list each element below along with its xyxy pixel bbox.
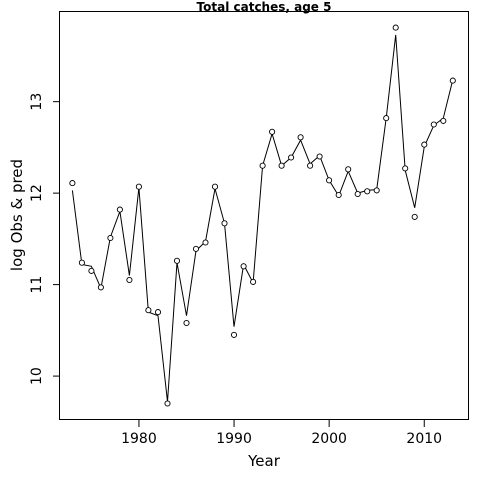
observed-series-points	[69, 24, 456, 407]
data-point	[126, 276, 133, 284]
data-point	[259, 162, 266, 169]
data-point	[392, 24, 399, 31]
data-point	[164, 400, 171, 407]
x-tick-label: 2010	[406, 431, 442, 447]
data-point	[88, 267, 95, 274]
data-point	[145, 307, 152, 314]
x-tick-label: 1990	[216, 431, 252, 447]
data-point	[316, 153, 323, 160]
x-axis: 1980 1990 2000 2010	[121, 420, 442, 447]
data-point	[335, 191, 342, 199]
data-point	[288, 154, 295, 161]
y-tick-label: 11	[29, 276, 45, 294]
x-tick-label: 2000	[311, 431, 347, 447]
data-point	[402, 165, 409, 172]
data-point	[269, 128, 276, 135]
y-tick-label: 13	[29, 93, 45, 111]
y-axis: 10 11 12 13	[29, 93, 60, 385]
plot-frame	[59, 11, 469, 420]
data-point	[278, 162, 285, 169]
data-point	[192, 245, 200, 252]
data-point	[383, 115, 390, 122]
data-point	[297, 134, 304, 141]
data-point	[354, 190, 361, 198]
data-point	[421, 141, 428, 148]
data-point	[183, 319, 190, 327]
chart-title: Total catches, age 5	[197, 0, 332, 14]
data-point	[307, 162, 314, 169]
data-point	[250, 278, 257, 285]
data-point	[230, 331, 238, 338]
data-point	[221, 220, 228, 227]
y-axis-label: log Obs & pred	[8, 159, 26, 271]
data-point	[97, 284, 104, 291]
x-axis-label: Year	[247, 452, 281, 470]
y-tick-label: 12	[29, 184, 45, 202]
y-tick-label: 10	[29, 367, 45, 385]
data-point	[211, 183, 219, 190]
data-point	[440, 117, 447, 124]
predicted-series-line	[71, 34, 454, 402]
data-point	[154, 309, 162, 316]
data-point	[173, 257, 181, 264]
data-point	[78, 259, 85, 266]
data-point	[430, 121, 437, 128]
x-tick-label: 1980	[121, 431, 157, 447]
data-point	[411, 213, 418, 220]
data-point	[107, 234, 114, 242]
data-point	[345, 166, 352, 173]
data-point	[326, 177, 333, 184]
data-point	[364, 188, 371, 195]
data-point	[69, 180, 76, 187]
data-point	[240, 263, 247, 270]
data-point	[135, 183, 142, 190]
data-point	[449, 77, 456, 84]
data-point	[116, 206, 123, 213]
data-point	[373, 187, 380, 194]
data-point	[202, 239, 209, 246]
